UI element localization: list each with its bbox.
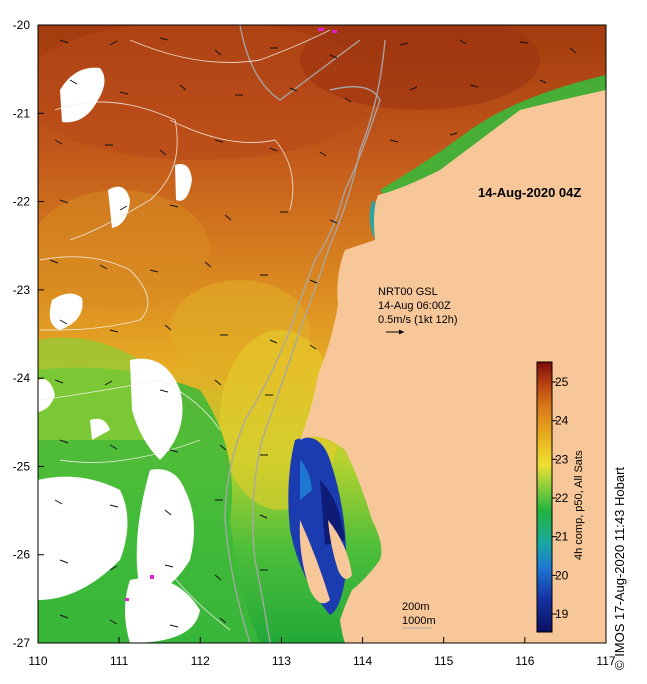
x-tick-label: 116	[515, 654, 534, 668]
y-tick-label: -24	[13, 371, 31, 385]
colorbar-tick-label: 24	[555, 414, 569, 428]
velocity-scale-label: 0.5m/s (1kt 12h)	[378, 314, 457, 326]
velocity-scale-arrow	[386, 329, 404, 335]
timestamp-label: 14-Aug-2020 04Z	[478, 185, 581, 200]
y-tick-label: -26	[13, 548, 31, 562]
x-tick-label: 117	[596, 654, 615, 668]
colorbar-tick-label: 19	[555, 607, 569, 621]
x-tick-label: 111	[110, 654, 129, 668]
x-tick-label: 113	[272, 654, 291, 668]
x-tick-label: 115	[434, 654, 453, 668]
y-tick-label: -20	[13, 18, 31, 32]
colorbar-tick-label: 23	[555, 452, 569, 466]
land-mass	[300, 25, 606, 643]
plot-frame	[37, 24, 607, 644]
y-tick-label: -27	[13, 636, 31, 650]
colorbar-tick-label: 22	[555, 491, 569, 505]
x-tick-label: 110	[28, 654, 47, 668]
model-label: NRT00 GSL	[378, 286, 438, 298]
current-arrows	[49, 37, 577, 628]
credit-label: © IMOS 17-Aug-2020 11:43 Hobart	[612, 466, 627, 670]
cloud-mask	[38, 67, 200, 643]
y-axis: -20 -21 -22 -23 -24 -25 -26 -27	[13, 18, 44, 650]
isobath-200m-label: 200m	[402, 601, 430, 613]
sst-contours	[39, 29, 331, 631]
isobath-1000m-label: 1000m	[402, 615, 436, 627]
colorbar-tick-label: 25	[555, 375, 569, 389]
y-tick-label: -21	[13, 106, 31, 120]
flagged-pixels	[125, 28, 337, 601]
y-tick-label: -25	[13, 459, 31, 473]
model-time-label: 14-Aug 06:00Z	[378, 300, 451, 312]
x-axis: 110 111 112 113 114 115 116 117	[28, 637, 616, 668]
sea-surface-temperature-field	[38, 25, 606, 643]
colorbar-title: 4h comp, p50, All Sats	[573, 450, 585, 560]
x-tick-label: 112	[191, 654, 210, 668]
colorbar-tick-label: 21	[555, 530, 569, 544]
y-tick-label: -22	[13, 195, 31, 209]
colorbar-tick-label: 20	[555, 568, 569, 582]
y-tick-label: -23	[13, 283, 31, 297]
colorbar: 25 24 23 22 21 20 19 4h comp, p50, All Sats	[536, 361, 585, 633]
x-tick-label: 114	[353, 654, 372, 668]
